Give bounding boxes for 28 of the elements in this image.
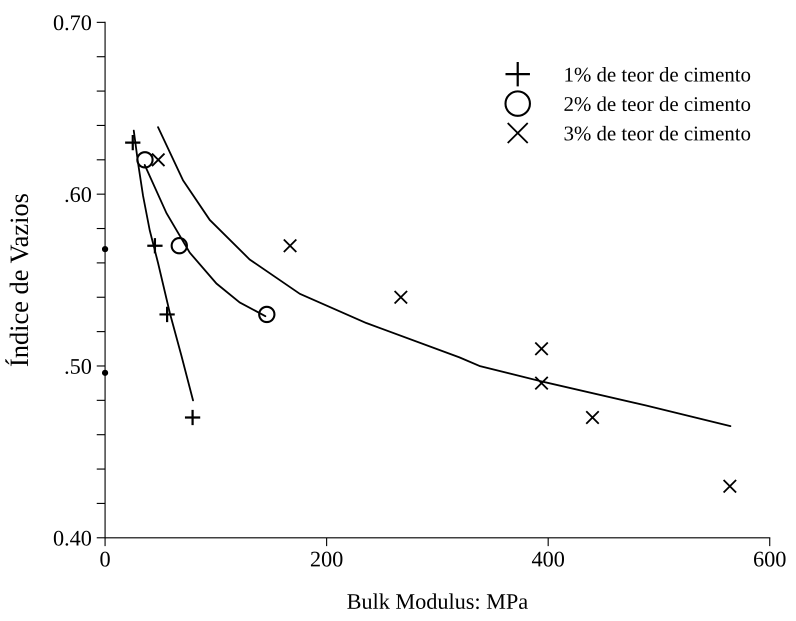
point (534, 376, 549, 390)
point (124, 134, 142, 152)
point (258, 306, 276, 324)
y-tick-label: .60 (66, 187, 92, 202)
x-tick-label: 400 (532, 552, 564, 567)
point (170, 237, 188, 254)
point (722, 479, 738, 494)
x-tick-label: 0 (100, 552, 110, 567)
point (102, 370, 108, 376)
point (184, 408, 202, 426)
legend-label: 1% de teor de cimento (565, 67, 750, 82)
point (158, 306, 176, 324)
point (394, 290, 408, 304)
y-axis-title: Índice de Vazios (5, 194, 28, 366)
y-tick-label: 0.40 (54, 530, 92, 546)
x-tick-label: 200 (310, 552, 342, 567)
point (585, 410, 600, 425)
y-tick-label: .50 (66, 358, 92, 374)
legend-label: 2% de teor de cimento (564, 96, 750, 112)
legend-label: 3% de teor de cimento (564, 126, 750, 141)
x-axis-title: Bulk Modulus: MPa (347, 593, 528, 610)
point (136, 151, 154, 168)
point (151, 152, 166, 167)
y-tick-label: 0.70 (54, 15, 92, 30)
point (282, 238, 298, 253)
x-tick-label: 600 (754, 552, 786, 567)
point (102, 246, 108, 252)
point (534, 342, 549, 356)
